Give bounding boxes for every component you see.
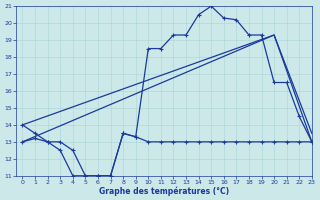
- X-axis label: Graphe des températures (°C): Graphe des températures (°C): [99, 186, 229, 196]
